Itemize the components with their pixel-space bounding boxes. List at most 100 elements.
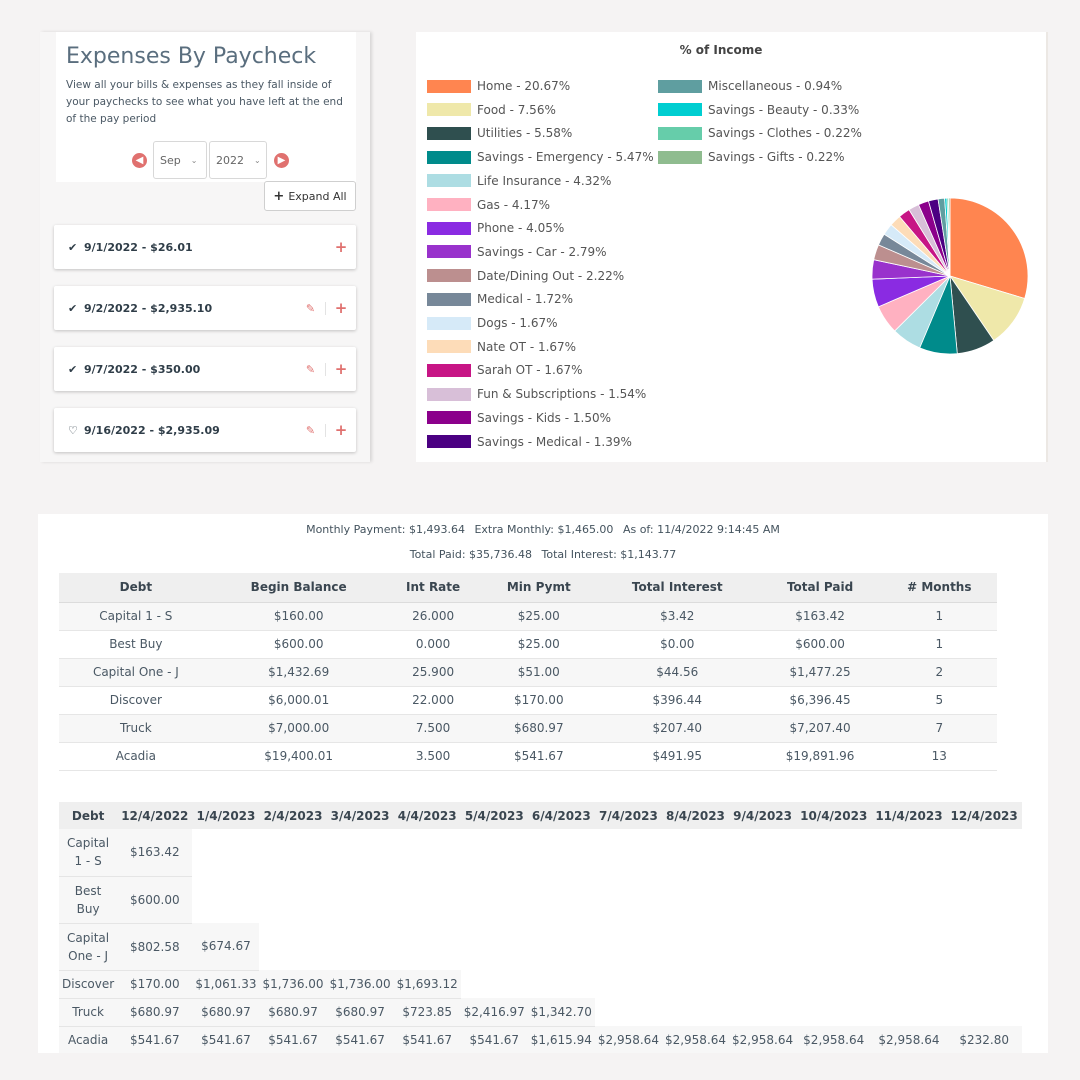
empty-cell — [527, 970, 595, 998]
add-expense-button[interactable]: + — [334, 238, 348, 256]
empty-cell — [460, 923, 528, 970]
legend-item[interactable]: Fun & Subscriptions - 1.54% — [427, 384, 646, 404]
legend-item[interactable]: Savings - Kids - 1.50% — [427, 408, 611, 428]
legend-item[interactable]: Dogs - 1.67% — [427, 313, 558, 333]
legend-label: Food - 7.56% — [477, 102, 556, 117]
pencil-icon[interactable]: ✎ — [296, 423, 326, 437]
legend-item[interactable]: Life Insurance - 4.32% — [427, 171, 611, 191]
empty-cell — [946, 829, 1022, 876]
empty-cell — [871, 998, 947, 1026]
payment-cell: $600.00 — [117, 876, 193, 924]
legend-item[interactable]: Miscellaneous - 0.94% — [658, 76, 842, 96]
legend-label: Medical - 1.72% — [477, 292, 574, 307]
legend-item[interactable]: Food - 7.56% — [427, 100, 556, 120]
legend-item[interactable]: Nate OT - 1.67% — [427, 337, 576, 357]
table-cell: 1 — [881, 602, 997, 631]
table-cell: $1,477.25 — [758, 658, 882, 687]
plus-icon: + — [273, 188, 285, 204]
empty-cell — [192, 829, 260, 876]
paycheck-card[interactable]: ♡ 9/16/2022 - $2,935.09 ✎ + — [54, 408, 356, 452]
page-description: View all your bills & expenses as they f… — [66, 79, 343, 125]
paycheck-card[interactable]: ✔ 9/7/2022 - $350.00 ✎ + — [54, 347, 356, 391]
legend-swatch — [427, 340, 471, 354]
payment-cell: $1,736.00 — [259, 970, 327, 999]
add-expense-button[interactable]: + — [334, 421, 348, 439]
legend-swatch — [427, 292, 471, 306]
legend-item[interactable]: Gas - 4.17% — [427, 195, 550, 215]
extra-monthly: Extra Monthly: $1,465.00 — [474, 523, 614, 536]
legend-swatch — [427, 198, 471, 211]
debt-table: Debt Begin Balance Int Rate Min Pymt Total I… — [59, 573, 997, 771]
pie-slice[interactable] — [948, 197, 951, 277]
legend-item[interactable]: Utilities - 5.58% — [427, 123, 572, 143]
payment-cell: $232.80 — [946, 1026, 1022, 1053]
column-header: 7/4/2023 — [594, 802, 662, 829]
legend-item[interactable]: Medical - 1.72% — [427, 289, 573, 309]
legend-label: Utilities - 5.58% — [477, 126, 573, 141]
payment-cell: $2,958.64 — [661, 1026, 730, 1053]
column-header: Total Interest — [595, 573, 759, 603]
table-row: Acadia $19,400.01 3.500 $541.67 $491.95 $19,8… — [59, 742, 997, 771]
table-row: Truck $680.97 $680.97 $680.97 $680.97 $723.85… — [59, 998, 1022, 1027]
legend-label: Life Insurance - 4.32% — [477, 173, 612, 188]
legend-item[interactable]: Savings - Beauty - 0.33% — [658, 100, 859, 120]
table-cell: $600.00 — [212, 630, 385, 659]
as-of-timestamp: As of: 11/4/2022 9:14:45 AM — [622, 523, 780, 536]
legend-item[interactable]: Savings - Medical - 1.39% — [427, 432, 632, 452]
debt-table-header: Debt Begin Balance Int Rate Min Pymt Total I… — [59, 573, 997, 603]
empty-cell — [946, 970, 1022, 998]
paycheck-card[interactable]: ✔ 9/1/2022 - $26.01 + — [54, 225, 356, 269]
legend-item[interactable]: Home - 20.67% — [427, 76, 570, 96]
table-cell: $44.56 — [595, 658, 759, 687]
bell-icon: ♡ — [68, 423, 78, 437]
legend-item[interactable]: Savings - Emergency - 5.47% — [427, 147, 654, 167]
table-row: Capital One - J $1,432.69 25.900 $51.00 $44.… — [59, 658, 997, 687]
column-header: 9/4/2023 — [729, 802, 797, 829]
payment-cell: $1,693.12 — [393, 970, 461, 999]
legend-label: Miscellaneous - 0.94% — [708, 79, 843, 93]
legend-item[interactable]: Savings - Clothes - 0.22% — [658, 123, 862, 143]
table-row: Truck $7,000.00 7.500 $680.97 $207.40 $7,207.… — [59, 714, 997, 743]
table-cell: $680.97 — [481, 714, 596, 743]
add-expense-button[interactable]: + — [334, 360, 348, 378]
year-select[interactable]: 2022 ⌄ — [209, 141, 267, 179]
payment-cell: $680.97 — [326, 998, 394, 1027]
column-header: 6/4/2023 — [527, 802, 595, 829]
legend-item[interactable]: Savings - Car - 2.79% — [427, 242, 607, 262]
legend-swatch — [658, 150, 702, 164]
prev-arrow-icon[interactable]: ◀ — [132, 152, 147, 168]
legend-swatch — [658, 126, 702, 140]
legend-swatch — [427, 435, 471, 448]
empty-cell — [594, 876, 662, 923]
payment-cell: $1,342.70 — [527, 998, 595, 1027]
legend-item[interactable]: Sarah OT - 1.67% — [427, 360, 583, 380]
empty-cell — [594, 970, 662, 998]
table-cell: $25.00 — [481, 630, 596, 659]
legend-item[interactable]: Savings - Gifts - 0.22% — [658, 147, 845, 167]
legend-swatch — [427, 103, 471, 117]
table-cell: $600.00 — [758, 630, 882, 659]
pie-slice[interactable] — [949, 197, 1029, 299]
legend-item[interactable]: Phone - 4.05% — [427, 218, 564, 238]
table-row: Capital 1 - S $160.00 26.000 $25.00 $3.42 $16… — [59, 602, 997, 631]
expand-all-button[interactable]: + Expand All — [264, 181, 356, 211]
pencil-icon[interactable]: ✎ — [296, 301, 326, 315]
pencil-icon[interactable]: ✎ — [296, 362, 326, 376]
payment-cell: $674.67 — [192, 923, 260, 971]
empty-cell — [871, 923, 947, 970]
legend-label: Savings - Car - 2.79% — [477, 244, 607, 259]
next-arrow-icon[interactable]: ▶ — [274, 152, 289, 168]
month-select[interactable]: Sep ⌄ — [153, 141, 207, 179]
table-cell: 0.000 — [384, 630, 482, 659]
table-cell: $1,432.69 — [212, 658, 385, 687]
add-expense-button[interactable]: + — [334, 299, 348, 317]
expand-all-label: Expand All — [288, 189, 347, 203]
legend-item[interactable]: Date/Dining Out - 2.22% — [427, 266, 624, 286]
table-row: Discover $6,000.01 22.000 $170.00 $396.44 $6,… — [59, 686, 997, 715]
table-cell: $19,400.01 — [212, 742, 385, 771]
empty-cell — [661, 970, 730, 998]
legend-swatch — [658, 103, 702, 117]
paycheck-card[interactable]: ✔ 9/2/2022 - $2,935.10 ✎ + — [54, 286, 356, 330]
empty-cell — [871, 829, 947, 876]
payment-cell: $1,615.94 — [527, 1026, 595, 1053]
